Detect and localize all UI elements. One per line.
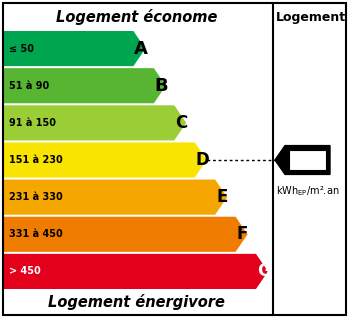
Text: G: G: [257, 262, 271, 280]
Text: C: C: [175, 114, 187, 132]
Text: E: E: [216, 188, 228, 206]
Text: Logement: Logement: [276, 10, 346, 24]
Polygon shape: [4, 142, 207, 177]
Bar: [289, 149, 326, 170]
Text: 51 à 90: 51 à 90: [9, 81, 49, 91]
Text: > 450: > 450: [9, 266, 41, 276]
Text: 231 à 330: 231 à 330: [9, 192, 63, 202]
Text: Logement énergivore: Logement énergivore: [48, 294, 225, 310]
Polygon shape: [4, 31, 146, 66]
Polygon shape: [4, 180, 227, 215]
Text: D: D: [196, 151, 209, 169]
Text: 151 à 230: 151 à 230: [9, 155, 63, 165]
Text: 91 à 150: 91 à 150: [9, 118, 56, 128]
Text: A: A: [134, 39, 148, 58]
Text: F: F: [237, 225, 248, 243]
Text: ≤ 50: ≤ 50: [9, 44, 34, 53]
Text: 331 à 450: 331 à 450: [9, 229, 63, 239]
Text: Logement économe: Logement économe: [56, 9, 217, 25]
Polygon shape: [4, 254, 268, 289]
Polygon shape: [4, 217, 247, 252]
Polygon shape: [4, 68, 166, 103]
Text: B: B: [155, 77, 169, 95]
Text: kWh$_{\mathregular{EP}}$/m².an: kWh$_{\mathregular{EP}}$/m².an: [276, 184, 339, 198]
Polygon shape: [4, 105, 186, 141]
Polygon shape: [275, 146, 330, 174]
